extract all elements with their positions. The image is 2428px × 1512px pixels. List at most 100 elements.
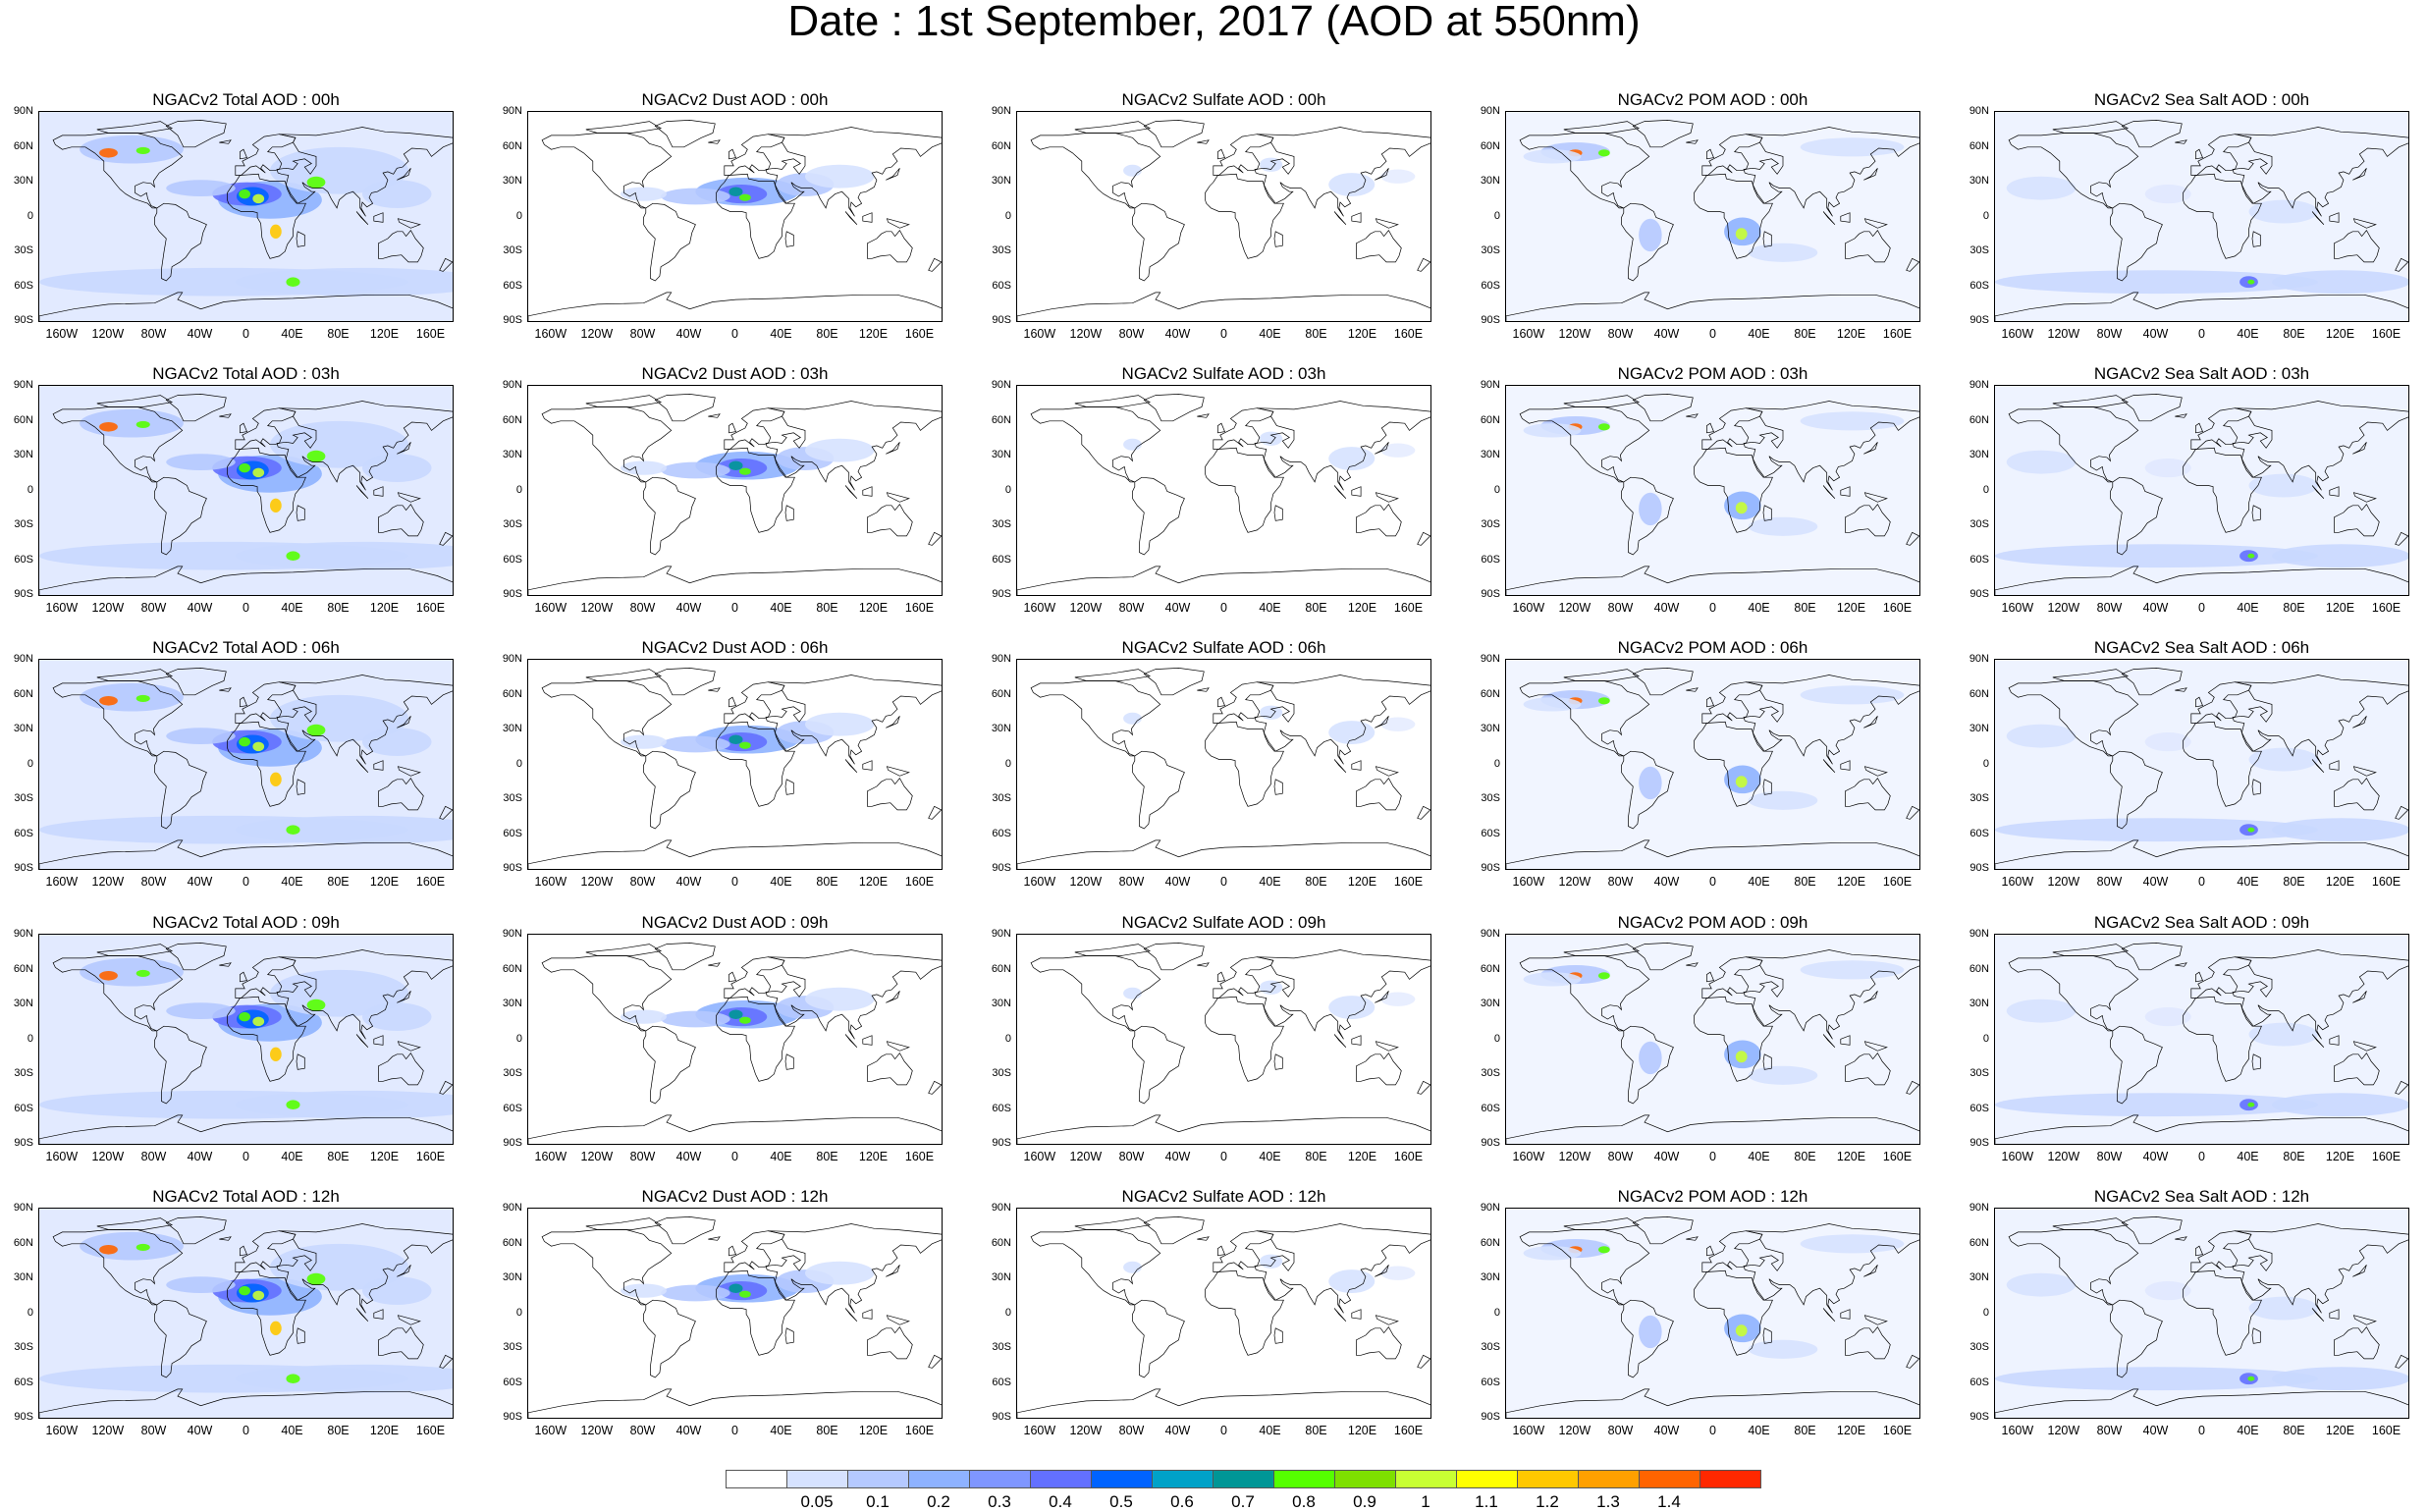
longitude-tick-label: 0 xyxy=(1709,875,1716,889)
aod-contour-blob xyxy=(1995,818,2318,842)
coastline xyxy=(2190,956,2252,999)
longitude-tick-label: 160E xyxy=(904,1150,935,1163)
aod-contour-blob xyxy=(2144,732,2191,752)
aod-contour-blob xyxy=(286,1100,300,1109)
longitude-tick-label: 160W xyxy=(534,1150,567,1163)
longitude-tick-label: 120W xyxy=(1558,875,1592,889)
coastline xyxy=(716,1269,795,1356)
latitude-tick-label: 60S xyxy=(503,827,522,839)
latitude-tick-label: 60S xyxy=(992,1102,1011,1114)
coastline xyxy=(643,202,696,282)
longitude-tick-label: 40W xyxy=(1653,1150,1680,1163)
coastline xyxy=(1333,1308,1347,1322)
aod-contour-blob xyxy=(2006,724,2077,748)
latitude-tick-label: 90N xyxy=(1969,653,1989,665)
aod-contour-blob xyxy=(2144,1007,2191,1027)
coastline xyxy=(1356,777,1402,811)
longitude-tick-label: 40W xyxy=(1653,1424,1680,1437)
latitude-tick-label: 60S xyxy=(14,553,33,566)
coastline xyxy=(2052,121,2130,134)
map-plot-area xyxy=(527,111,943,322)
aod-contour-blob xyxy=(739,193,751,201)
latitude-tick-label: 0 xyxy=(27,483,33,496)
longitude-tick-label: 40E xyxy=(281,601,303,615)
longitude-tick-label: 40W xyxy=(675,875,702,889)
coastline xyxy=(52,955,184,1032)
coastline xyxy=(397,766,421,777)
coastline xyxy=(154,1025,207,1105)
coastline xyxy=(439,1354,453,1369)
colorbar-swatch xyxy=(1578,1470,1640,1488)
coastline xyxy=(1205,173,1284,259)
coastline xyxy=(373,486,384,497)
coastline xyxy=(1375,1041,1399,1052)
coastline xyxy=(784,1053,794,1070)
latitude-tick-label: 60N xyxy=(1969,962,1989,975)
longitude-tick-label: 120W xyxy=(1069,327,1103,341)
longitude-tick-label: 120W xyxy=(91,1424,125,1437)
coastline xyxy=(1995,839,2408,869)
longitude-tick-label: 80E xyxy=(2283,875,2305,889)
coastline xyxy=(2311,1308,2325,1322)
coastline xyxy=(2232,127,2408,217)
aod-contour-blob xyxy=(252,1290,265,1301)
coastline xyxy=(724,956,785,999)
coastline xyxy=(716,996,795,1082)
panel-title: NGACv2 Sea Salt AOD : 09h xyxy=(2093,913,2310,932)
coastline xyxy=(296,505,305,521)
coastline xyxy=(378,229,424,263)
latitude-tick-label: 30S xyxy=(1969,1341,1989,1353)
latitude-tick-label: 60N xyxy=(13,1236,33,1249)
longitude-tick-label: 40E xyxy=(770,601,792,615)
longitude-tick-label: 120W xyxy=(580,327,614,341)
panel-title: NGACv2 Dust AOD : 06h xyxy=(641,638,829,657)
coastline xyxy=(1017,839,1430,869)
longitude-tick-label: 160W xyxy=(45,327,79,341)
coastline xyxy=(708,1236,721,1241)
longitude-tick-label: 0 xyxy=(731,1424,738,1437)
coastline xyxy=(1254,949,1430,1040)
coastline xyxy=(1686,1236,1699,1241)
colorbar-swatch xyxy=(1395,1470,1457,1488)
coastline xyxy=(227,1269,306,1356)
coastline xyxy=(1254,401,1430,491)
coastline xyxy=(96,121,174,134)
latitude-tick-label: 0 xyxy=(1493,1306,1500,1319)
coastline xyxy=(1074,944,1152,956)
coastline xyxy=(862,212,873,223)
colorbar-swatch xyxy=(1030,1470,1092,1488)
coastline xyxy=(276,949,453,1040)
aod-contour-blob xyxy=(1800,137,1905,157)
latitude-tick-label: 60S xyxy=(14,827,33,839)
coastline xyxy=(1995,292,2408,321)
latitude-tick-label: 90N xyxy=(1969,928,1989,940)
coastline xyxy=(397,716,411,729)
latitude-tick-label: 30N xyxy=(991,723,1011,734)
latitude-tick-label: 60S xyxy=(992,279,1011,292)
longitude-tick-label: 160E xyxy=(1393,601,1424,615)
colorbar-swatch xyxy=(1152,1470,1214,1488)
longitude-tick-label: 120W xyxy=(580,1150,614,1163)
coastline xyxy=(862,486,873,497)
coastline xyxy=(2329,212,2340,223)
latitude-tick-label: 30S xyxy=(992,244,1011,256)
coastline xyxy=(765,675,942,765)
coastline xyxy=(724,1230,785,1272)
aod-contour-blob xyxy=(239,1285,251,1296)
coastline xyxy=(1840,212,1851,223)
aod-contour-blob xyxy=(728,1283,743,1293)
coastline xyxy=(1197,413,1210,418)
longitude-tick-label: 160E xyxy=(904,1424,935,1437)
coastline xyxy=(397,492,421,503)
panel-title: NGACv2 Sea Salt AOD : 03h xyxy=(2093,364,2310,383)
longitude-tick-label: 160W xyxy=(2001,875,2034,889)
latitude-tick-label: 30S xyxy=(503,792,522,804)
aod-contour-blob xyxy=(661,461,730,479)
latitude-tick-label: 60N xyxy=(502,413,522,426)
coastline xyxy=(276,675,453,765)
coastline xyxy=(1273,1053,1283,1070)
colorbar-swatch xyxy=(726,1470,787,1488)
aod-contour-blob xyxy=(1380,992,1416,1006)
longitude-tick-label: 80W xyxy=(629,1424,656,1437)
coastline xyxy=(1254,675,1430,765)
